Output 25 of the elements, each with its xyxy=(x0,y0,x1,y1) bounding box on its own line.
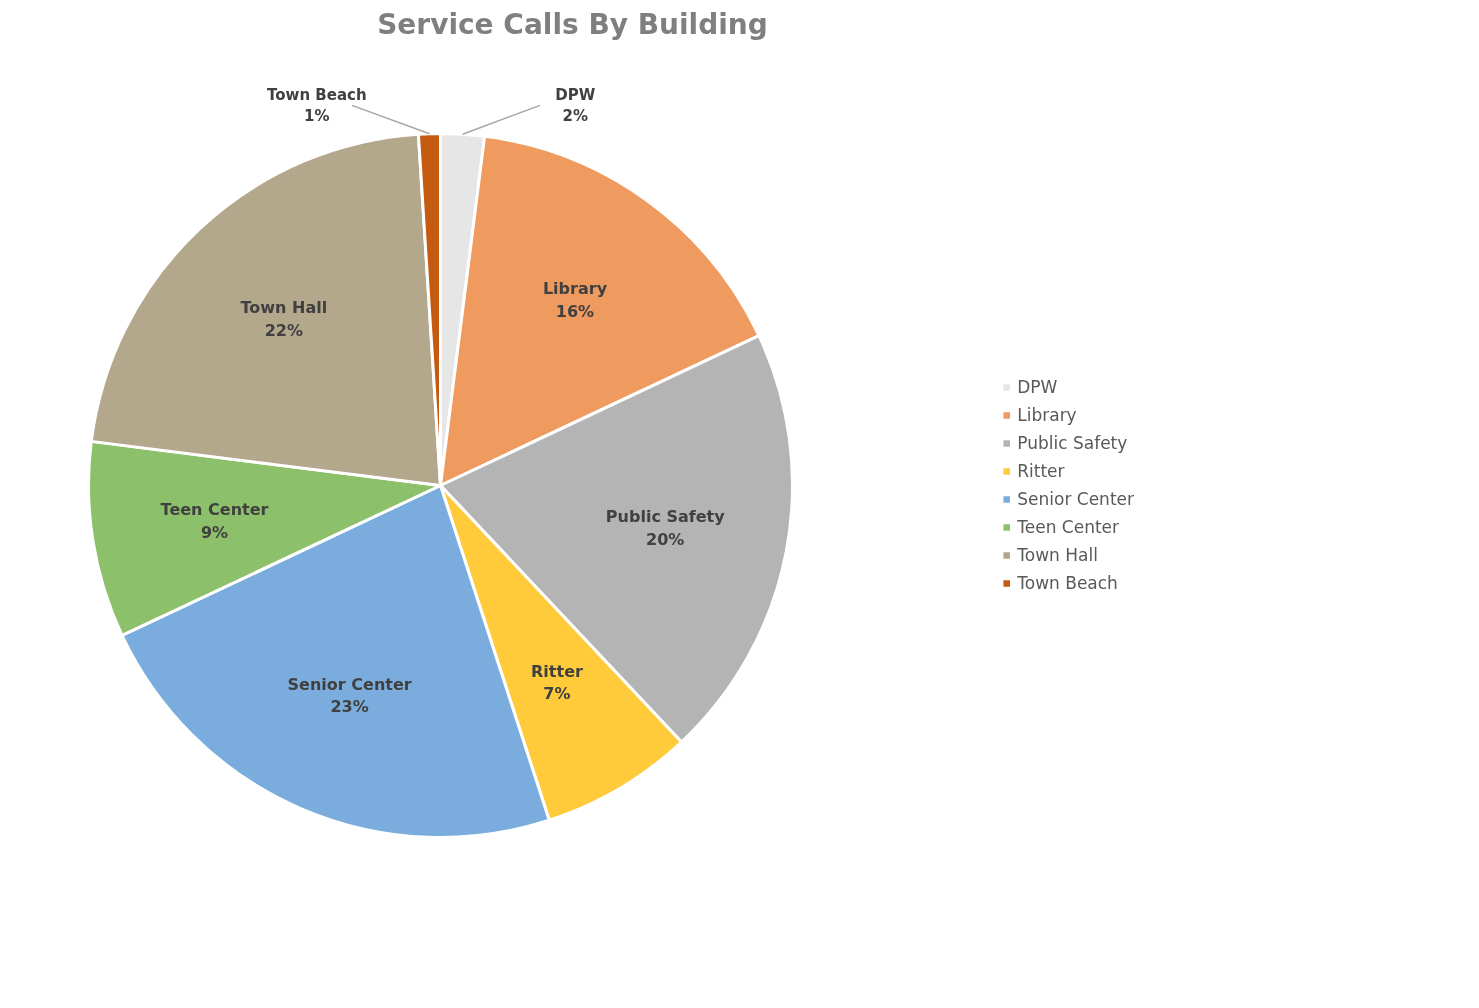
slice-label: Town Beach xyxy=(267,85,367,104)
chart-title: Service Calls By Building xyxy=(377,7,768,41)
legend-label: Town Beach xyxy=(1017,573,1118,593)
slice-label: Teen Center xyxy=(160,500,269,520)
legend-label: Senior Center xyxy=(1017,489,1134,509)
data-label: 23% xyxy=(330,697,369,717)
legend-label: Library xyxy=(1017,405,1077,425)
data-label: 1% xyxy=(304,107,330,126)
data-label: 22% xyxy=(264,320,304,340)
data-label: 7% xyxy=(543,684,571,704)
data-label: 20% xyxy=(646,530,685,550)
slice-label: DPW xyxy=(555,85,596,104)
legend-label: Town Hall xyxy=(1017,545,1098,565)
legend-label: Ritter xyxy=(1017,461,1065,481)
slice-label: Town Hall xyxy=(240,297,328,317)
data-label: 16% xyxy=(555,302,595,322)
slice-label: Public Safety xyxy=(605,507,726,527)
legend-label: Teen Center xyxy=(1017,517,1120,537)
data-label: 2% xyxy=(562,107,588,126)
slice-label: Senior Center xyxy=(287,674,412,694)
legend-label: DPW xyxy=(1017,377,1058,397)
legend-label: Public Safety xyxy=(1017,433,1128,453)
slice-label: Library xyxy=(542,279,608,299)
data-label: 9% xyxy=(200,523,229,543)
slice-label: Ritter xyxy=(531,661,583,681)
